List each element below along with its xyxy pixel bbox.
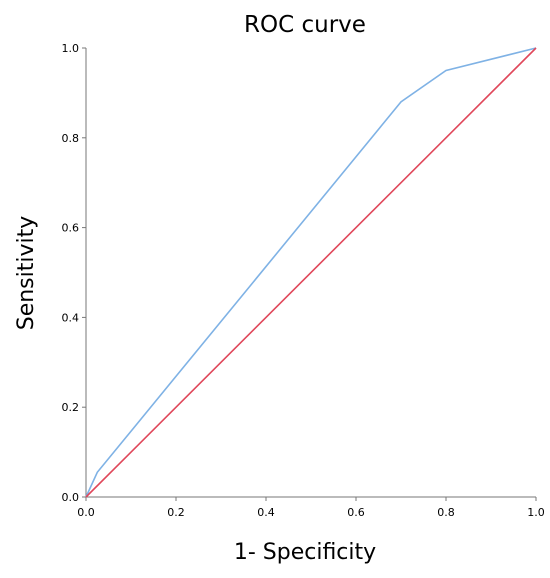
series-layer — [85, 47, 537, 498]
reference-diagonal-line — [85, 47, 537, 498]
y-tick-label: 0.0 — [62, 491, 80, 504]
y-tick-label: 0.2 — [62, 401, 80, 414]
x-tick-label: 1.0 — [527, 506, 545, 519]
axes — [85, 48, 536, 498]
y-tick-label: 0.4 — [62, 311, 80, 324]
y-tick-label: 0.6 — [62, 222, 80, 235]
x-axis-ticks: 0.0 0.2 0.4 0.6 0.8 1.0 — [77, 497, 545, 519]
y-axis-ticks: 0.0 0.2 0.4 0.6 0.8 1.0 — [62, 42, 86, 504]
y-tick-label: 0.8 — [62, 132, 80, 145]
x-tick-label: 0.6 — [347, 506, 365, 519]
x-tick-label: 0.4 — [257, 506, 275, 519]
y-axis-title: Sensitivity — [14, 216, 39, 331]
x-tick-label: 0.8 — [437, 506, 455, 519]
roc-curve-line — [85, 47, 537, 498]
x-tick-label: 0.0 — [77, 506, 95, 519]
x-axis-title: 1- Specificity — [234, 540, 376, 565]
chart-title: ROC curve — [244, 12, 366, 38]
x-tick-label: 0.2 — [167, 506, 185, 519]
y-tick-label: 1.0 — [62, 42, 80, 55]
